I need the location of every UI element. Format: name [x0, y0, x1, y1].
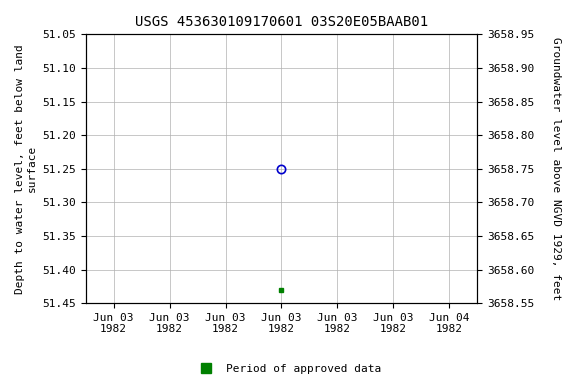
Title: USGS 453630109170601 03S20E05BAAB01: USGS 453630109170601 03S20E05BAAB01	[135, 15, 428, 29]
Y-axis label: Depth to water level, feet below land
surface: Depth to water level, feet below land su…	[15, 44, 37, 294]
Legend: Period of approved data: Period of approved data	[191, 359, 385, 379]
Y-axis label: Groundwater level above NGVD 1929, feet: Groundwater level above NGVD 1929, feet	[551, 37, 561, 300]
